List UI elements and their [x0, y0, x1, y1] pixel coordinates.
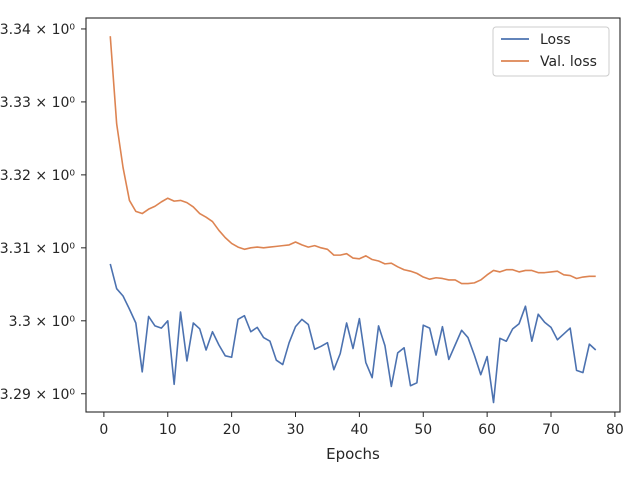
x-tick-label: 30	[287, 422, 305, 438]
legend-label-loss: Loss	[540, 32, 571, 48]
x-axis-label: Epochs	[326, 445, 380, 463]
x-tick-label: 50	[414, 422, 432, 438]
y-tick-label: 3.31 × 10⁰	[0, 241, 75, 257]
y-tick-label: 3.33 × 10⁰	[0, 95, 75, 111]
axes-layer	[85, 17, 621, 413]
x-tick-label: 20	[223, 422, 241, 438]
y-tick-label: 3.29 × 10⁰	[0, 387, 75, 403]
x-tick-label: 80	[606, 422, 624, 438]
series-line-val-loss	[109, 36, 596, 285]
x-tick-label: 70	[542, 422, 560, 438]
plot-background	[86, 18, 620, 412]
y-tick-label: 3.34 × 10⁰	[0, 22, 75, 38]
plot-area	[86, 18, 620, 412]
y-tick-label: 3.32 × 10⁰	[0, 168, 75, 184]
series-line-loss	[109, 263, 597, 404]
x-tick-label: 40	[350, 422, 368, 438]
series-layer	[109, 36, 597, 404]
x-tick-label: 10	[159, 422, 177, 438]
ticks-layer: 0 10 20 30 40 50 60 70 80 3.29 × 10⁰ 3.3 × 10⁰ 3.31…	[0, 22, 624, 438]
y-tick-label: 3.3 × 10⁰	[9, 314, 76, 330]
legend: Loss Val. loss	[492, 26, 610, 77]
x-tick-label: 0	[99, 422, 108, 438]
x-tick-label: 60	[478, 422, 496, 438]
legend-label-val-loss: Val. loss	[540, 54, 597, 70]
axes-frame	[85, 17, 621, 413]
